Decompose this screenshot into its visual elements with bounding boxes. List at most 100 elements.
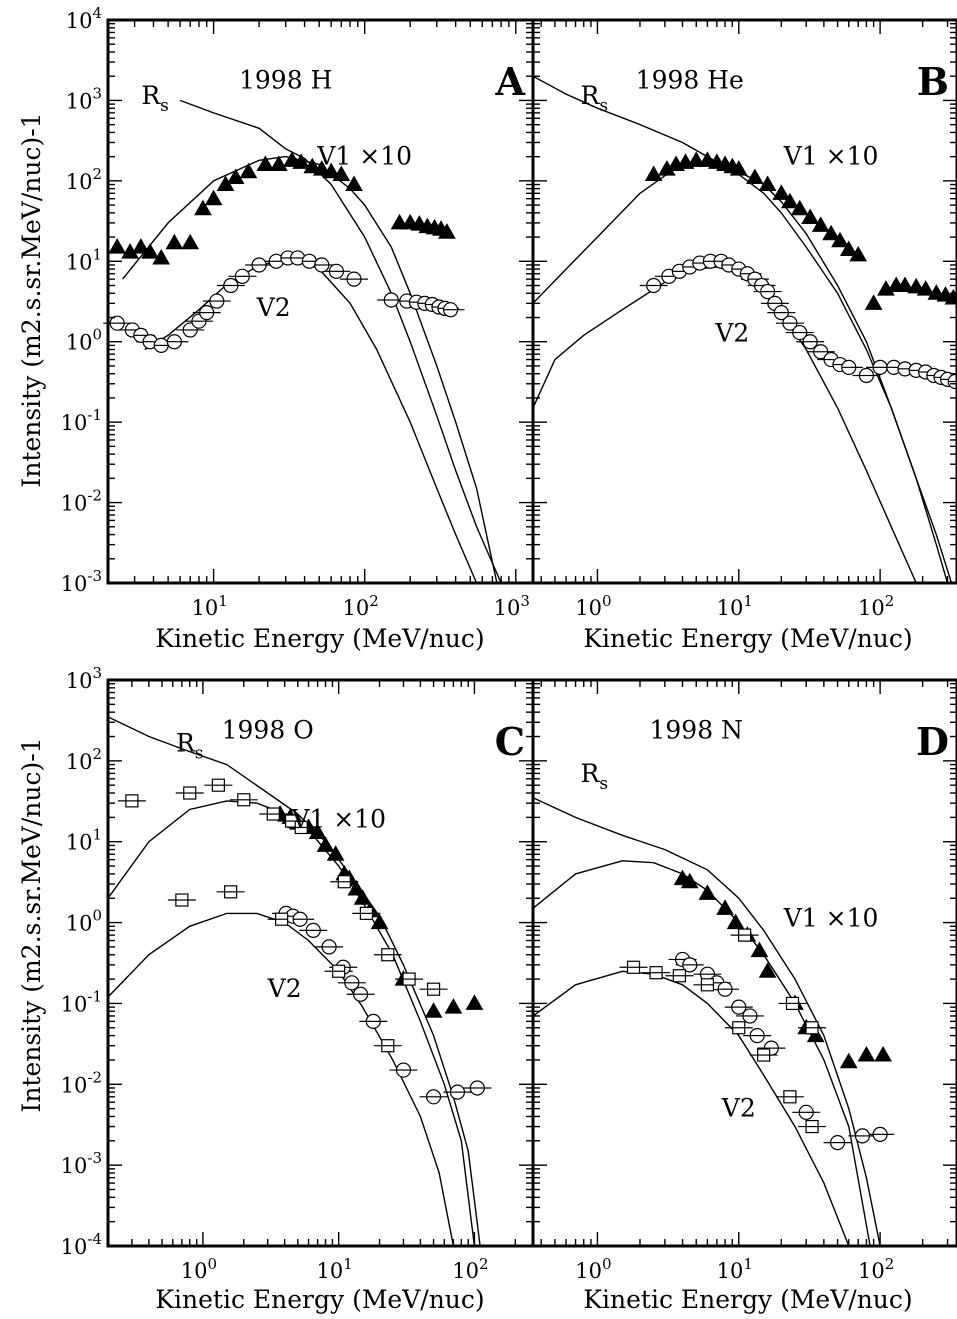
panel-a-curve-v1-model <box>122 155 498 583</box>
panel-c-annotation: V2 <box>267 974 302 1003</box>
panel-c-annotation: 1998 O <box>222 715 314 744</box>
panel-b-triangle-point <box>839 240 858 257</box>
panel-c-triangle-point <box>353 889 372 905</box>
panel-a-x-tick-label: 102 <box>343 592 379 620</box>
panel-a-triangle-point <box>438 223 456 239</box>
panel-b-frame <box>531 18 957 585</box>
panel-b-triangle-point <box>781 192 799 209</box>
panel-b-triangle-point <box>729 160 748 176</box>
panel-a-triangle-point <box>312 160 331 176</box>
panel-b-annotation: V2 <box>714 319 749 348</box>
panel-c-y-tick-label: 102 <box>66 745 102 774</box>
text-layer: 101 102 103 10-3 10-2 10-1 100 101 102 103 104 1998… <box>61 4 949 1283</box>
model-curves-layer <box>108 75 953 1246</box>
panel-d-triangle-point <box>750 941 769 958</box>
panel-c-annotation: V1 ×10 <box>290 804 386 833</box>
panel-a-triangle-point <box>181 233 200 250</box>
panel-b-triangle-point <box>916 280 935 296</box>
panel-a-annotation: 1998 H <box>239 66 332 95</box>
panel-c-rs-label: Rs <box>176 729 204 764</box>
panel-b-triangle-point <box>698 151 717 167</box>
panel-a-y-tick-label: 10-2 <box>61 487 102 516</box>
panel-a-triangle-point <box>204 189 223 206</box>
panel-b-triangle-point <box>801 208 820 225</box>
panel-a-y-tick-label: 10-3 <box>61 567 102 596</box>
panel-d-triangle-point <box>698 884 717 900</box>
panel-b-curve-v2-model <box>533 266 917 583</box>
panel-b-triangle-point <box>864 294 883 310</box>
panel-a-y-tick-label: 103 <box>66 84 102 113</box>
panel-a-y-tick-label: 104 <box>66 4 102 33</box>
panel-a-triangle-point <box>131 238 150 254</box>
panel-a-triangle-point <box>152 248 171 265</box>
panel-b-annotation: V1 ×10 <box>783 141 879 170</box>
panel-a-y-tick-label: 102 <box>66 165 102 194</box>
panel-a-rs-label: Rs <box>141 81 169 116</box>
panel-a-curve-rs <box>179 99 502 583</box>
panel-c-letter: C <box>495 719 525 764</box>
panel-d-x-tick-label: 101 <box>717 1255 753 1283</box>
panel-a-triangle-point <box>332 165 351 181</box>
panel-b-triangle-point <box>822 224 840 241</box>
panel-a-triangle-point <box>141 243 159 259</box>
panel-a-triangle-point <box>292 153 311 169</box>
panel-c-triangle-point <box>465 994 484 1010</box>
panel-c-y-tick-label: 10-3 <box>61 1149 102 1178</box>
panel-c-x-tick-label: 100 <box>181 1255 217 1283</box>
panel-c-y-tick-label: 10-4 <box>61 1230 102 1259</box>
panel-c-triangle-point <box>370 913 389 930</box>
panel-b-triangle-point <box>811 216 830 232</box>
panel-a-triangle-point <box>322 162 341 179</box>
panel-c-triangle-point <box>326 845 345 861</box>
panel-c-y-tick-label: 10-1 <box>61 987 102 1016</box>
panel-c-y-tick-label: 103 <box>66 664 102 693</box>
panel-a-y-tick-label: 10-1 <box>61 406 102 435</box>
panel-d-x-tick-label: 102 <box>858 1255 894 1283</box>
panel-b-letter: B <box>917 59 949 104</box>
panel-c-triangle-point <box>424 1002 443 1018</box>
panel-a-triangle-point <box>108 238 127 254</box>
panel-c-curve-v1-model <box>108 800 476 1246</box>
panel-c-y-tick-label: 100 <box>66 907 102 936</box>
panel-b-triangle-point <box>772 184 791 200</box>
panel-a-y-tick-label: 100 <box>66 326 102 355</box>
panel-a-frame <box>106 18 535 585</box>
panel-a-x-tick-label: 101 <box>191 592 227 620</box>
panel-b-annotation: 1998 He <box>636 66 744 95</box>
panel-b-x-tick-label: 101 <box>717 592 753 620</box>
panel-d-letter: D <box>916 719 949 764</box>
panel-b-triangle-point <box>790 199 809 216</box>
panel-d-triangle-point <box>806 1026 825 1043</box>
panel-b-triangle-point <box>687 151 706 167</box>
panel-d-triangle-point <box>874 1046 892 1062</box>
x-axis-label-bottom-left: Kinetic Energy (MeV/nuc) <box>155 1285 484 1314</box>
panel-a-triangle-point <box>239 162 258 179</box>
data-markers-layer <box>108 151 957 1151</box>
panel-d-triangle-point <box>726 913 745 930</box>
panel-c-y-tick-label: 101 <box>66 826 102 855</box>
panel-b-triangle-point <box>644 165 663 181</box>
panel-c-y-tick-label: 10-2 <box>61 1068 102 1097</box>
panel-b-rs-label: Rs <box>581 81 609 116</box>
y-axis-label-bottom: Intensity (m2.s.sr.MeV/nuc)-1 <box>17 737 46 1112</box>
panel-a-triangle-point <box>194 199 212 216</box>
panel-frames-layer <box>106 18 957 1248</box>
x-axis-label-top-left: Kinetic Energy (MeV/nuc) <box>155 624 484 653</box>
panel-b-x-tick-label: 100 <box>575 592 611 620</box>
panel-d-annotation: V1 ×10 <box>783 903 879 932</box>
panel-d-annotation: 1998 N <box>649 715 742 744</box>
panel-a-x-tick-label: 103 <box>494 592 530 620</box>
panel-a-triangle-point <box>390 213 409 230</box>
panel-b-x-tick-label: 102 <box>858 592 894 620</box>
panel-b-triangle-point <box>758 175 777 192</box>
panel-a-triangle-point <box>226 168 245 185</box>
panel-d-triangle-point <box>839 1052 858 1069</box>
x-axis-label-bottom-right: Kinetic Energy (MeV/nuc) <box>583 1285 912 1314</box>
panel-c-triangle-point <box>316 836 335 852</box>
panel-a-annotation: V2 <box>256 293 291 322</box>
panel-a-triangle-point <box>345 175 363 192</box>
panel-c-triangle-point <box>347 880 366 896</box>
panel-a-letter: A <box>495 59 526 104</box>
panel-b-triangle-point <box>746 168 764 185</box>
